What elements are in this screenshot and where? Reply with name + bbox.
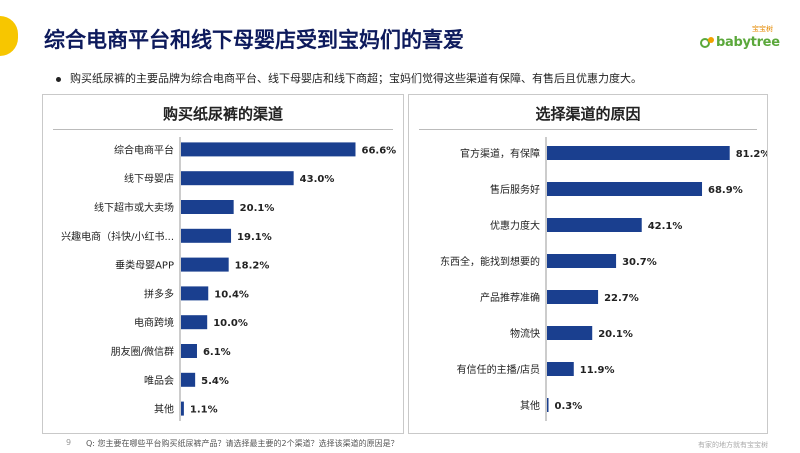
bar	[547, 254, 617, 268]
accent-tab	[0, 16, 18, 56]
bar	[181, 171, 294, 186]
reasons-bar-chart: 官方渠道，有保障 81.2% 售后服务好 68.9% 优惠力度大 42.1% 东西全，能找到…	[440, 137, 767, 421]
category-label: 其他	[520, 399, 540, 412]
category-label: 物流快	[510, 327, 540, 340]
logo-mark-icon	[700, 37, 714, 48]
bar	[181, 200, 234, 214]
footer-slogan: 有家的地方就有宝宝树	[698, 441, 768, 449]
channels-chart-panel: 购买纸尿裤的渠道 综合电商平台 66.6% 线下母婴店 43.0% 线下超市或大卖场 20…	[42, 94, 404, 434]
value-label: 43.0%	[300, 174, 335, 185]
category-label: 东西全，能找到想要的	[440, 255, 540, 268]
value-label: 0.3%	[555, 401, 583, 412]
category-label: 官方渠道，有保障	[460, 147, 540, 160]
summary-text: 购买纸尿裤的主要品牌为综合电商平台、线下母婴店和线下商超；宝妈们觉得这些渠道有保…	[70, 72, 642, 85]
category-label: 拼多多	[144, 287, 174, 300]
bar	[547, 326, 593, 340]
value-label: 10.0%	[213, 318, 248, 329]
value-label: 6.1%	[203, 347, 231, 358]
reasons-chart-panel: 选择渠道的原因 官方渠道，有保障 81.2% 售后服务好 68.9% 优惠力度大 42.1…	[408, 94, 768, 434]
category-label: 兴趣电商（抖快/小红书...	[61, 230, 174, 243]
category-label: 朋友圈/微信群	[111, 345, 174, 358]
category-label: 线下超市或大卖场	[94, 201, 174, 214]
category-label: 有信任的主播/店员	[457, 363, 540, 376]
bar	[181, 372, 196, 387]
category-label: 垂类母婴APP	[115, 259, 174, 272]
bar	[181, 344, 197, 358]
value-label: 11.9%	[580, 365, 615, 376]
category-label: 线下母婴店	[124, 172, 174, 185]
survey-question: Q: 您主要在哪些平台购买纸尿裤产品？请选择最主要的2个渠道？选择该渠道的原因是…	[86, 439, 399, 448]
bar	[547, 218, 642, 232]
bar	[181, 286, 209, 301]
bar	[547, 146, 730, 160]
value-label: 30.7%	[622, 257, 657, 268]
bar	[181, 142, 356, 157]
panel-divider	[419, 129, 757, 130]
value-label: 1.1%	[190, 405, 218, 416]
logo-cn-text: 宝宝树	[752, 25, 773, 33]
babytree-logo: babytree 宝宝树	[700, 25, 780, 54]
value-label: 20.1%	[598, 329, 633, 340]
value-label: 66.6%	[361, 145, 396, 156]
category-label: 综合电商平台	[114, 143, 174, 156]
logo-text: babytree	[716, 35, 780, 50]
bar	[547, 182, 703, 196]
bar	[547, 290, 599, 304]
value-label: 10.4%	[214, 289, 249, 300]
category-label: 其他	[154, 403, 174, 416]
value-label: 5.4%	[201, 376, 229, 387]
channels-chart-title: 购买纸尿裤的渠道	[162, 105, 283, 123]
value-label: 19.1%	[237, 232, 272, 243]
bullet-dot-icon	[56, 76, 61, 82]
category-label: 唯品会	[144, 374, 174, 387]
panel-divider	[53, 129, 393, 130]
value-label: 81.2%	[736, 149, 767, 160]
category-label: 售后服务好	[490, 183, 540, 196]
category-label: 电商跨境	[134, 316, 174, 329]
reasons-chart-title: 选择渠道的原因	[535, 105, 641, 123]
value-label: 22.7%	[604, 293, 639, 304]
category-label: 产品推荐准确	[480, 291, 540, 304]
bar	[181, 315, 208, 330]
bar	[181, 257, 229, 272]
channels-bar-chart: 综合电商平台 66.6% 线下母婴店 43.0% 线下超市或大卖场 20.1% 兴趣电商（抖…	[61, 137, 396, 421]
bar	[181, 401, 184, 416]
page-number: 9	[66, 438, 72, 447]
value-label: 20.1%	[240, 203, 275, 214]
value-label: 42.1%	[648, 221, 683, 232]
value-label: 68.9%	[708, 185, 743, 196]
summary-bullet: 购买纸尿裤的主要品牌为综合电商平台、线下母婴店和线下商超；宝妈们觉得这些渠道有保…	[56, 70, 642, 86]
bar	[181, 228, 232, 243]
bar	[547, 362, 574, 376]
bar	[547, 398, 549, 412]
value-label: 18.2%	[235, 261, 270, 272]
category-label: 优惠力度大	[490, 219, 540, 232]
slide-title: 综合电商平台和线下母婴店受到宝妈们的喜爱	[44, 28, 464, 52]
